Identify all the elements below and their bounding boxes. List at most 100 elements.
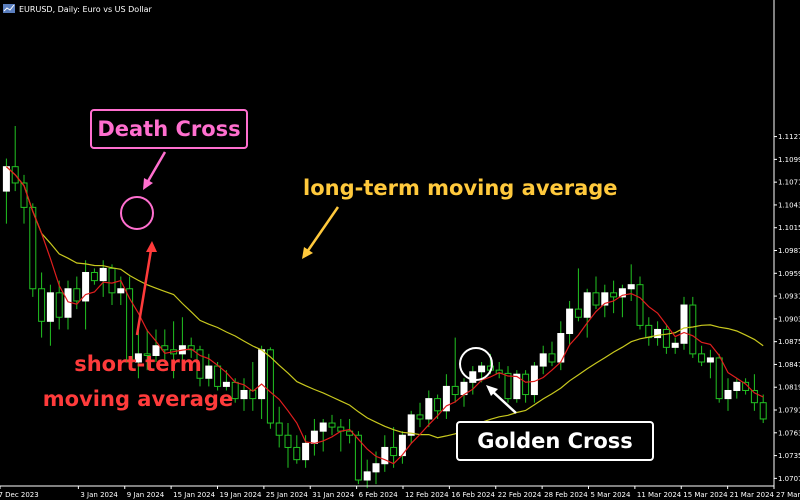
candle: [662, 325, 670, 354]
candle-body-bull: [240, 389, 248, 400]
time-tick-label: 31 Jan 2024: [312, 491, 355, 499]
candle-body-bull: [478, 365, 486, 373]
candle-body-bear: [548, 353, 556, 363]
price-tick-label: 1.08190: [778, 384, 800, 392]
candle-body-bull: [733, 381, 741, 391]
candle: [134, 329, 142, 379]
candle-body-bull: [583, 292, 591, 318]
price-tick-label: 1.08470: [778, 361, 800, 369]
candle: [680, 296, 688, 350]
candle-body-bear: [90, 271, 98, 282]
candle-body-bull: [99, 267, 107, 282]
candle: [381, 435, 389, 472]
candle: [706, 349, 714, 379]
chart-title-text: EURUSD, Daily: Euro vs US Dollar: [19, 5, 153, 14]
candle-body-bull: [601, 292, 609, 306]
candle: [390, 427, 398, 468]
candle: [592, 276, 600, 310]
candle: [152, 329, 160, 362]
candle: [610, 280, 618, 314]
candle: [548, 341, 556, 367]
candle: [29, 203, 37, 297]
candles-layer: [2, 126, 767, 489]
candle: [293, 435, 301, 464]
time-tick-label: 28 Feb 2024: [544, 491, 588, 499]
long-term-ma-line: [5, 166, 764, 439]
candle-body-bull: [302, 442, 310, 461]
candle: [574, 268, 582, 322]
candle-body-bull: [372, 463, 380, 473]
price-tick-label: 1.07630: [778, 429, 800, 437]
long-ma-annotation: long-term moving average: [302, 176, 618, 259]
time-axis-ticks: 27 Dec 2023 3 Jan 2024 9 Jan 2024 15 Jan 20…: [0, 486, 800, 499]
candle: [539, 345, 547, 375]
long-ma-label: long-term moving average: [303, 176, 618, 200]
time-tick-label: 15 Jan 2024: [173, 491, 216, 499]
golden-cross-box: [456, 421, 654, 461]
short-ma-arrowhead: [146, 241, 157, 252]
candle: [407, 410, 415, 444]
candle-body-bull: [539, 353, 547, 367]
candle-body-bear: [55, 292, 63, 318]
candle-body-bear: [187, 345, 195, 351]
candle-body-bull: [117, 288, 125, 294]
candle-body-bull: [513, 373, 521, 400]
candle-body-bull: [442, 385, 450, 412]
candle: [328, 414, 336, 436]
time-tick-label: 16 Feb 2024: [451, 491, 495, 499]
candle-body-bear: [504, 372, 512, 400]
candle: [143, 329, 151, 371]
golden-cross-arrow: [491, 390, 517, 414]
candle-body-bull: [82, 271, 90, 302]
candle: [90, 268, 98, 285]
candle: [451, 337, 459, 403]
price-tick-label: 1.07350: [778, 452, 800, 460]
candle-body-bear: [214, 365, 222, 387]
candle: [425, 390, 433, 428]
short-ma-arrow: [135, 249, 153, 336]
short-ma-annotation: short-term moving average: [43, 241, 233, 411]
time-tick-label: 15 Mar 2024: [683, 491, 728, 499]
short-ma-label-line1: short-term: [74, 352, 202, 376]
candle-body-bull: [2, 166, 10, 192]
candle: [46, 284, 54, 346]
price-tick-label: 1.10150: [778, 224, 800, 232]
death-cross-arrow: [145, 151, 167, 184]
price-tick-label: 1.07070: [778, 475, 800, 483]
candle: [363, 459, 371, 489]
candle: [601, 284, 609, 318]
time-tick-label: 25 Jan 2024: [266, 491, 309, 499]
candle: [671, 337, 679, 354]
candle: [275, 406, 283, 448]
candle-body-bear: [698, 353, 706, 363]
axes-layer: [0, 0, 775, 487]
candle-body-bull: [724, 389, 732, 400]
candle-body-bear: [522, 373, 530, 396]
death-cross-label: Death Cross: [97, 117, 240, 141]
price-tick-label: 1.11270: [778, 133, 800, 141]
candle-body-bull: [618, 288, 626, 298]
candle-body-bear: [416, 414, 424, 420]
time-tick-label: 11 Mar 2024: [637, 491, 682, 499]
candle-body-bull: [680, 304, 688, 344]
candle: [636, 276, 644, 330]
price-tick-label: 1.07910: [778, 407, 800, 415]
short-ma-label-line2: moving average: [43, 387, 233, 411]
long-ma-arrow: [305, 206, 340, 253]
candle: [504, 366, 512, 403]
candle: [99, 260, 107, 297]
candle-body-bear: [328, 422, 336, 428]
candle-body-bear: [434, 398, 442, 412]
candle: [240, 378, 248, 411]
candle: [583, 288, 591, 338]
candle-body-bear: [38, 288, 46, 322]
time-tick-label: 3 Jan 2024: [80, 491, 118, 499]
time-tick-label: 22 Feb 2024: [498, 491, 542, 499]
candle-body-bear: [354, 434, 362, 481]
price-tick-label: 1.09030: [778, 315, 800, 323]
candle: [513, 370, 521, 403]
death-cross-circle: [120, 196, 154, 230]
candle-body-bull: [381, 446, 389, 465]
time-tick-label: 27 Dec 2023: [0, 491, 39, 499]
